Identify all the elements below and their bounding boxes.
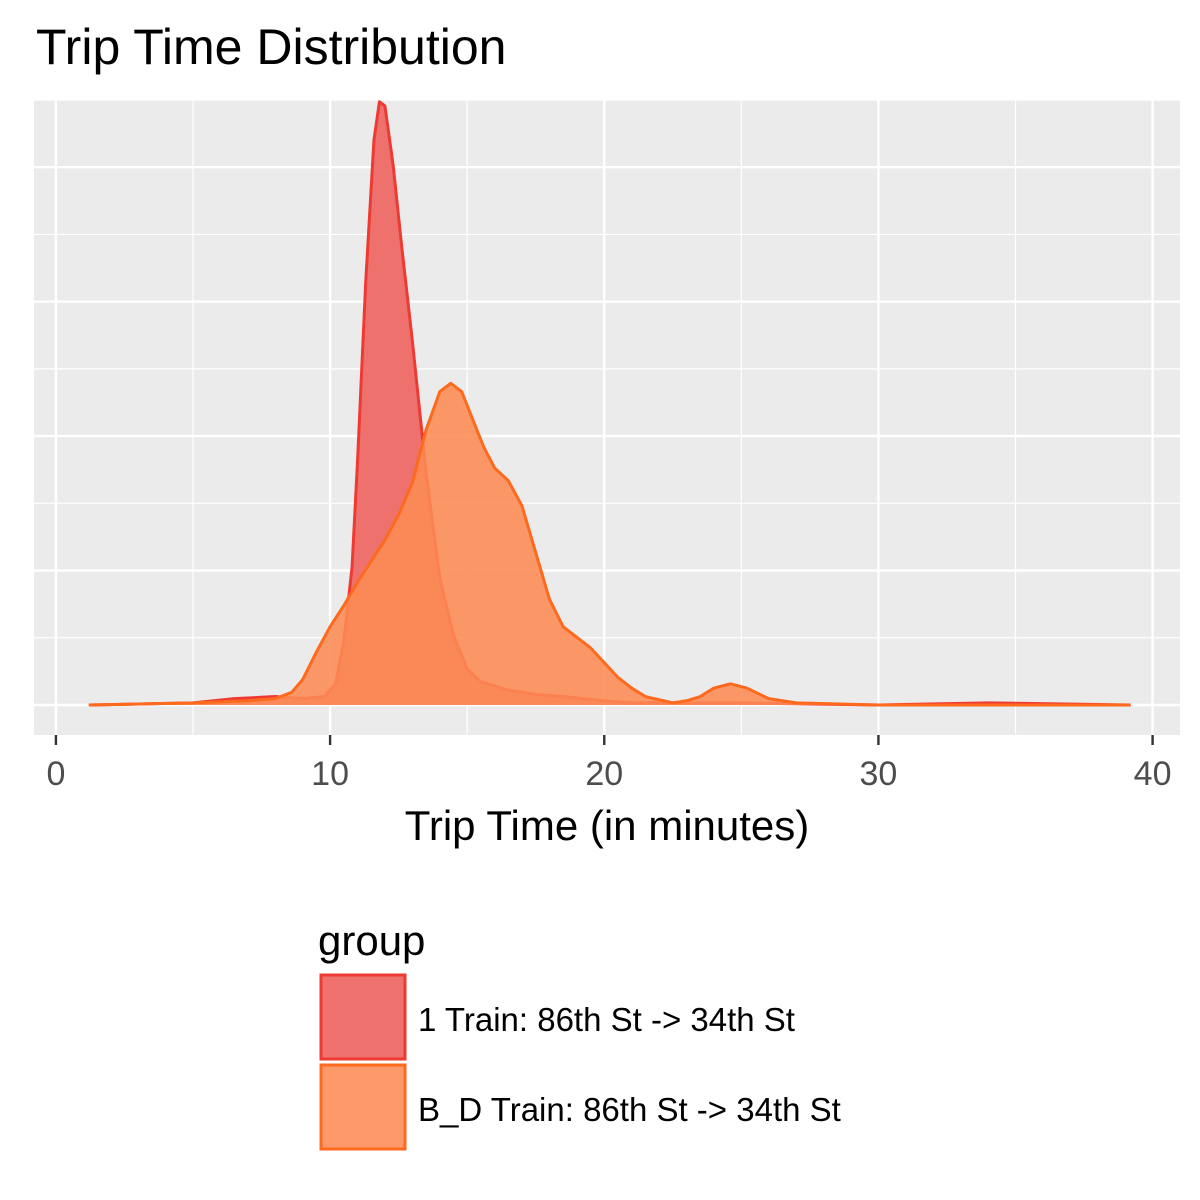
grid-lines (34, 99, 1180, 735)
x-tick-label: 40 (1134, 755, 1172, 793)
legend-key-2 (319, 1063, 407, 1151)
x-tick-label: 30 (860, 755, 898, 793)
chart-title: Trip Time Distribution (36, 19, 506, 75)
x-tick-label: 10 (311, 755, 349, 793)
legend-label-1: 1 Train: 86th St -> 34th St (418, 1001, 795, 1038)
legend-label-2: B_D Train: 86th St -> 34th St (418, 1091, 841, 1128)
legend: group 1 Train: 86th St -> 34th St B_D Tra… (318, 917, 841, 1151)
x-tick-label: 0 (46, 755, 65, 793)
legend-title: group (318, 917, 425, 964)
plot-panel (34, 100, 1180, 735)
legend-key-1 (319, 973, 407, 1061)
x-axis-label: Trip Time (in minutes) (405, 802, 810, 849)
density-area-2 (88, 383, 1131, 705)
density-series (88, 100, 1131, 707)
density-line-2 (88, 381, 1131, 707)
x-tick-label: 20 (585, 755, 623, 793)
x-axis: 0 10 20 30 40 (46, 735, 1171, 793)
